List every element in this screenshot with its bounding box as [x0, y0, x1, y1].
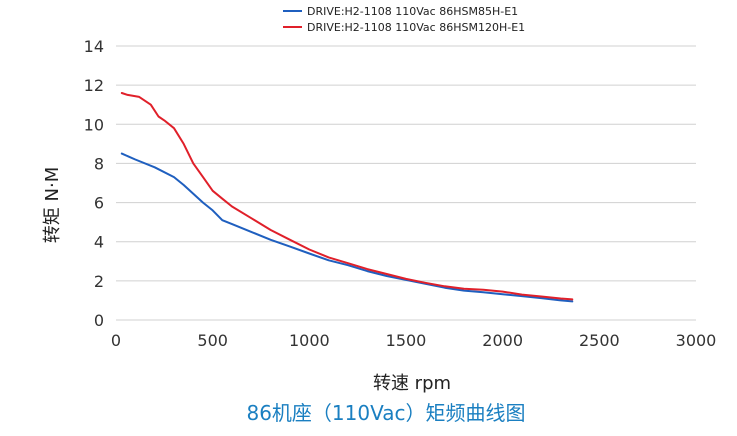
- y-tick-label: 12: [84, 76, 104, 95]
- x-tick-label: 1000: [289, 331, 330, 350]
- x-axis-title: 转速 rpm: [373, 373, 451, 394]
- series-lines: [120, 92, 574, 303]
- series-line-2: [120, 92, 574, 301]
- y-tick-label: 4: [94, 233, 104, 252]
- y-tick-label: 2: [94, 272, 104, 291]
- y-tick-label: 8: [94, 154, 104, 173]
- grid-lines: [116, 45, 696, 321]
- x-tick-label: 2500: [579, 331, 620, 350]
- chart-title: 86机座（110Vac）矩频曲线图: [246, 401, 525, 425]
- y-tick-label: 14: [84, 37, 104, 56]
- x-tick-labels: 0 500 1000 1500 2000 2500 3000: [111, 331, 716, 350]
- y-axis-title: 转矩 N·M: [42, 167, 63, 243]
- y-tick-labels: 0 2 4 6 8 10 12 14: [84, 37, 104, 330]
- y-tick-label: 6: [94, 194, 104, 213]
- legend-label-2: DRIVE:H2-1108 110Vac 86HSM120H-E1: [307, 21, 525, 34]
- x-tick-label: 500: [197, 331, 228, 350]
- y-tick-label: 10: [84, 115, 104, 134]
- series-line-1: [120, 152, 574, 303]
- y-tick-label: 0: [94, 311, 104, 330]
- legend-label-1: DRIVE:H2-1108 110Vac 86HSM85H-E1: [307, 5, 518, 18]
- x-tick-label: 3000: [676, 331, 717, 350]
- x-tick-label: 1500: [386, 331, 427, 350]
- x-tick-label: 0: [111, 331, 121, 350]
- x-tick-label: 2000: [482, 331, 523, 350]
- legend: DRIVE:H2-1108 110Vac 86HSM85H-E1 DRIVE:H2…: [283, 5, 525, 34]
